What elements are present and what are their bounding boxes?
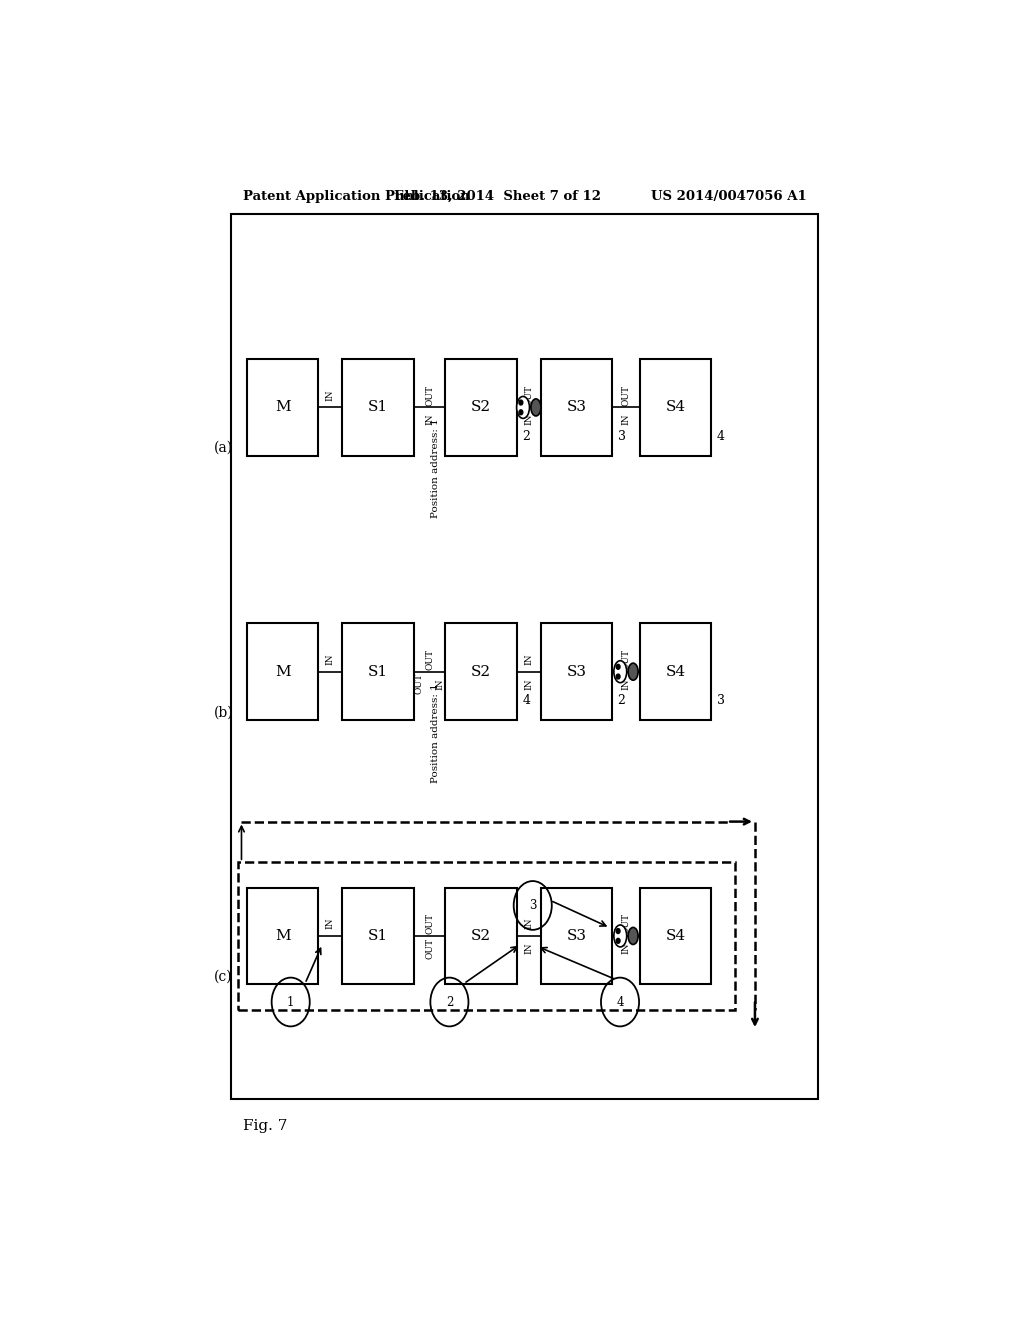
Text: IN: IN [326,917,335,929]
Ellipse shape [628,663,638,680]
Ellipse shape [517,396,529,418]
Text: IN: IN [326,653,335,665]
Text: (a): (a) [214,441,232,455]
Text: OUT: OUT [425,913,434,935]
Text: 4: 4 [717,430,725,444]
Text: S1: S1 [368,665,388,678]
Text: S3: S3 [566,929,587,942]
Text: OUT: OUT [425,937,434,958]
Ellipse shape [613,661,627,682]
Ellipse shape [613,925,627,946]
Bar [541,887,612,985]
Text: 1: 1 [287,995,294,1008]
Bar [342,623,414,719]
Text: S1: S1 [368,400,388,414]
Text: S2: S2 [471,929,492,942]
Text: OUT: OUT [524,384,534,405]
Text: IN: IN [622,414,631,425]
Text: S4: S4 [666,400,686,414]
Text: OUT: OUT [415,673,424,694]
Text: 3: 3 [529,899,537,912]
Text: IN: IN [435,678,444,689]
Text: Patent Application Publication: Patent Application Publication [243,190,470,202]
Text: 4: 4 [522,694,530,708]
Bar [541,623,612,719]
Text: M: M [274,929,291,942]
Bar [342,887,414,985]
Text: 3: 3 [617,430,626,444]
Text: IN: IN [326,389,335,401]
Text: Position address: 1: Position address: 1 [431,682,440,783]
Text: OUT: OUT [425,649,434,671]
Bar [541,359,612,455]
Bar [342,359,414,455]
Text: (c): (c) [214,970,232,983]
Text: IN: IN [622,942,631,954]
Circle shape [616,939,620,944]
Text: IN: IN [524,942,534,954]
Text: OUT: OUT [425,384,434,405]
Text: IN: IN [425,414,434,425]
Bar [247,887,318,985]
Text: S2: S2 [471,665,492,678]
Bar [640,359,712,455]
Bar [640,887,712,985]
Text: US 2014/0047056 A1: US 2014/0047056 A1 [651,190,807,202]
Text: IN: IN [622,678,631,689]
Text: 2: 2 [445,995,453,1008]
Bar [247,623,318,719]
Bar [640,623,712,719]
Text: S3: S3 [566,400,587,414]
Circle shape [616,664,620,669]
Text: (b): (b) [213,705,233,719]
Text: OUT: OUT [622,913,631,935]
Circle shape [616,675,620,678]
Bar [238,862,735,1010]
Ellipse shape [628,928,638,945]
Ellipse shape [530,399,541,416]
Text: OUT: OUT [622,384,631,405]
Text: S4: S4 [666,665,686,678]
Text: 2: 2 [522,430,530,444]
Text: IN: IN [524,414,534,425]
Text: IN: IN [524,678,534,689]
Bar [247,359,318,455]
Text: Position address: 1: Position address: 1 [431,418,440,519]
Circle shape [519,400,523,405]
Text: 4: 4 [616,995,624,1008]
Circle shape [616,929,620,933]
Text: S2: S2 [471,400,492,414]
Text: S3: S3 [566,665,587,678]
Circle shape [519,409,523,414]
Text: IN: IN [524,653,534,665]
Text: OUT: OUT [622,649,631,671]
Bar [445,887,517,985]
Text: M: M [274,400,291,414]
Bar [445,623,517,719]
Bar [445,359,517,455]
Bar [231,214,818,1098]
Text: IN: IN [524,917,534,929]
Text: Fig. 7: Fig. 7 [243,1119,288,1133]
Text: S1: S1 [368,929,388,942]
Text: S4: S4 [666,929,686,942]
Text: Feb. 13, 2014  Sheet 7 of 12: Feb. 13, 2014 Sheet 7 of 12 [393,190,600,202]
Text: 2: 2 [617,694,626,708]
Text: M: M [274,665,291,678]
Text: 3: 3 [717,694,725,708]
